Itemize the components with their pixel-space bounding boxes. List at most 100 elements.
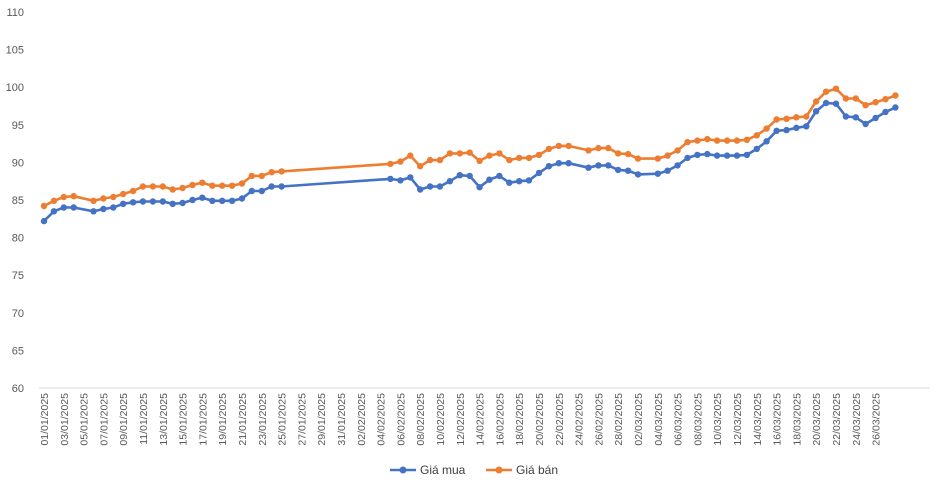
data-point [248,172,255,180]
data-point [248,187,255,195]
data-point [585,164,592,171]
data-point [545,163,553,170]
data-point [565,142,572,150]
data-point [456,150,463,157]
data-point [506,179,513,186]
data-point [803,113,810,120]
x-tick-label: 10/03/2025 [712,393,724,446]
x-tick-label: 02/02/2025 [356,393,368,446]
data-point [525,177,533,184]
data-point [753,132,760,139]
y-tick-label: 80 [12,233,24,245]
data-point [238,180,246,187]
data-point [426,183,434,190]
data-point [664,167,671,174]
data-point [506,156,513,164]
data-point [555,160,562,167]
data-point [417,163,424,170]
x-tick-label: 08/02/2025 [415,393,427,446]
data-point [565,160,572,167]
data-point [674,147,681,154]
x-tick-label: 09/01/2025 [118,393,130,446]
data-point [219,197,226,204]
x-tick-label: 24/03/2025 [851,393,863,446]
data-point [614,166,622,174]
data-point [486,152,493,159]
data-point [496,172,503,180]
data-point [179,199,186,207]
data-point [407,152,414,159]
data-point [733,152,741,159]
data-point [456,172,463,179]
y-tick-label: 65 [12,345,24,357]
data-point [129,199,137,206]
x-tick-label: 03/01/2025 [59,393,71,446]
data-point [535,169,543,177]
x-tick-label: 28/02/2025 [613,393,625,446]
data-point [476,157,483,165]
data-point [773,127,780,134]
x-tick-label: 17/01/2025 [197,393,209,446]
x-tick-label: 05/01/2025 [79,393,91,446]
data-point [595,162,602,169]
data-point [139,198,147,205]
data-point [387,175,394,183]
data-point [634,171,642,178]
y-tick-label: 85 [12,195,24,207]
y-tick-label: 90 [12,157,24,169]
x-tick-label: 16/03/2025 [772,393,784,446]
data-point [278,183,285,190]
x-tick-label: 19/01/2025 [217,393,229,446]
data-point [684,154,691,162]
data-point [862,120,869,128]
data-point [723,137,731,144]
data-point [60,193,67,201]
data-point [862,102,869,109]
data-point [90,197,97,204]
data-point [169,186,176,193]
data-point [90,208,97,215]
data-point [70,193,77,200]
x-tick-label: 20/03/2025 [811,393,823,446]
x-axis-tick-labels: 01/01/2025 03/01/2025 05/01/2025 07/01/2025… [39,393,883,446]
data-point [209,182,216,189]
data-point [723,152,731,159]
data-point [516,178,523,185]
data-point [812,108,820,115]
x-tick-label: 02/03/2025 [633,393,645,446]
data-point [199,179,206,186]
data-point [872,99,879,106]
data-point [842,95,850,102]
data-point [516,154,523,162]
data-point [120,190,127,198]
x-tick-label: 24/02/2025 [574,393,586,446]
data-point [278,168,285,175]
x-tick-label: 22/02/2025 [554,393,566,446]
y-tick-label: 75 [12,270,24,282]
data-point [743,136,751,143]
x-tick-label: 10/02/2025 [435,393,447,446]
data-point [585,147,592,154]
x-tick-label: 12/03/2025 [732,393,744,446]
data-point [822,88,830,95]
data-point [268,183,275,190]
data-point [100,195,107,202]
data-point [496,150,503,157]
x-tick-label: 04/02/2025 [376,393,388,446]
data-point [605,144,612,152]
x-tick-label: 06/03/2025 [673,393,685,446]
data-point [624,167,632,174]
x-tick-label: 27/01/2025 [296,393,308,446]
x-tick-label: 11/01/2025 [138,393,150,445]
data-point [783,126,790,134]
data-point [743,151,751,159]
data-point [40,202,48,210]
data-point [525,154,533,162]
data-point [268,169,275,176]
data-point [605,162,612,169]
data-point [120,200,127,207]
data-point [397,158,404,165]
data-point [852,114,859,121]
